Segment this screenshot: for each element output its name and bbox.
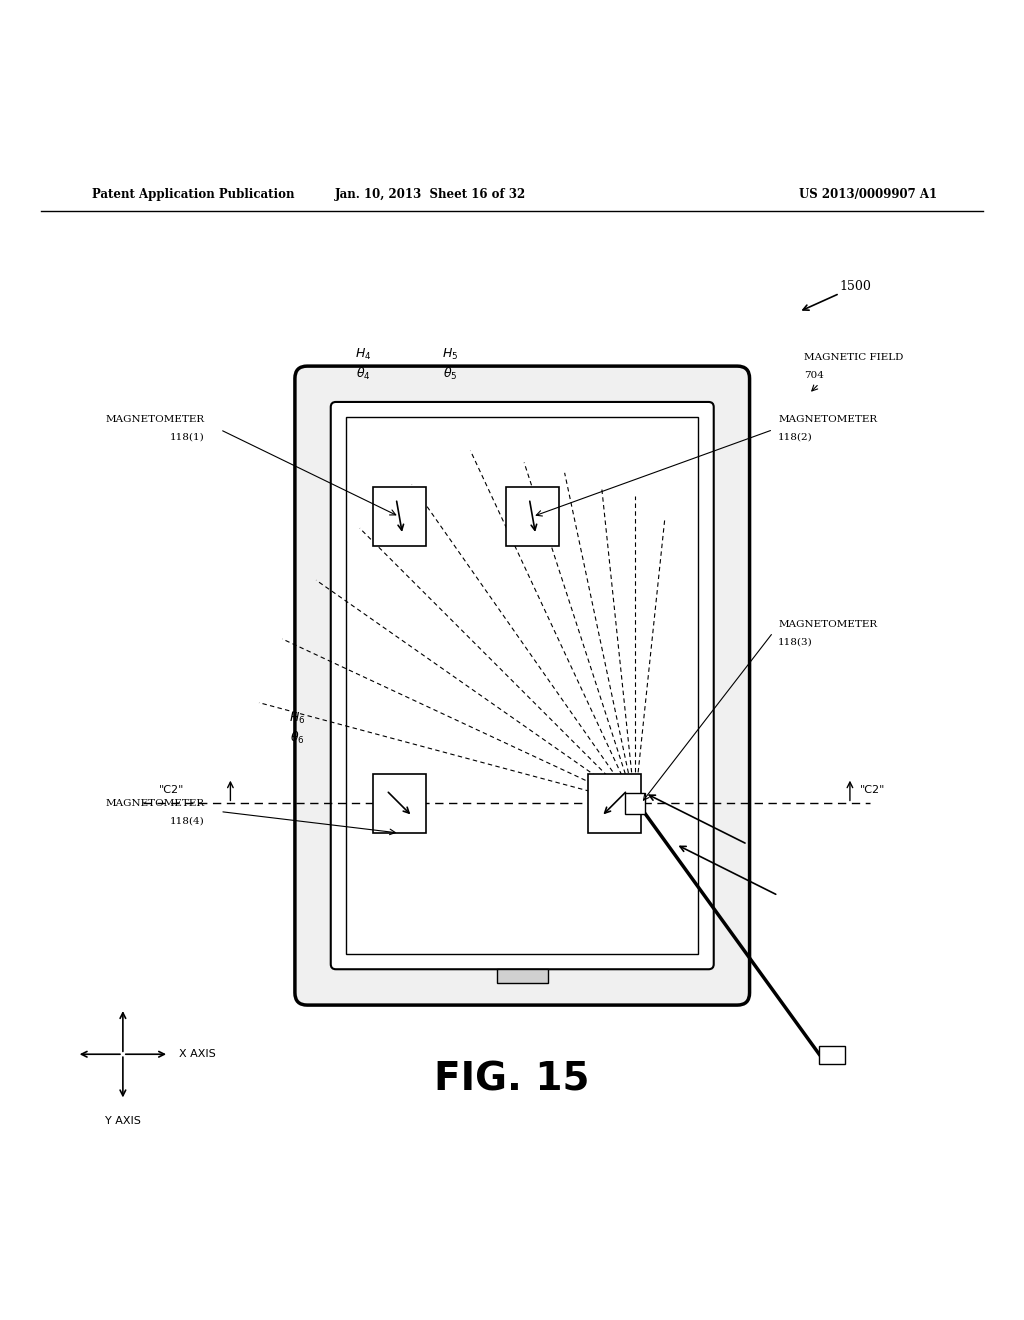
Text: Jan. 10, 2013  Sheet 16 of 32: Jan. 10, 2013 Sheet 16 of 32 bbox=[335, 187, 525, 201]
Text: $\theta_7$: $\theta_7$ bbox=[433, 812, 447, 828]
FancyBboxPatch shape bbox=[295, 366, 750, 1005]
Text: Y AXIS: Y AXIS bbox=[104, 1115, 141, 1126]
Text: $H_4$: $H_4$ bbox=[355, 347, 372, 362]
Text: $\theta_6$: $\theta_6$ bbox=[290, 730, 304, 746]
Text: "C2": "C2" bbox=[159, 785, 184, 795]
Text: MAGNETOMETER: MAGNETOMETER bbox=[778, 414, 878, 424]
Text: MAGNETOMETER: MAGNETOMETER bbox=[105, 414, 205, 424]
Text: 118(1): 118(1) bbox=[170, 432, 205, 441]
Bar bbox=[506, 487, 559, 546]
Text: $H_7$: $H_7$ bbox=[432, 792, 449, 808]
Text: 704: 704 bbox=[804, 371, 823, 380]
Text: Patent Application Publication: Patent Application Publication bbox=[92, 187, 295, 201]
Text: $\theta_4$: $\theta_4$ bbox=[356, 367, 371, 383]
Text: $H_5$: $H_5$ bbox=[442, 347, 459, 362]
Text: 1500: 1500 bbox=[840, 280, 871, 293]
Text: X AXIS: X AXIS bbox=[179, 1049, 216, 1059]
FancyBboxPatch shape bbox=[331, 403, 714, 969]
Text: 118(2): 118(2) bbox=[778, 432, 813, 441]
Text: $\theta_5$: $\theta_5$ bbox=[443, 367, 458, 383]
Text: $H_6$: $H_6$ bbox=[289, 710, 305, 726]
Bar bbox=[819, 1045, 845, 1064]
Text: 118(3): 118(3) bbox=[778, 638, 813, 645]
Text: FIG. 15: FIG. 15 bbox=[434, 1061, 590, 1098]
Text: "C2": "C2" bbox=[860, 785, 886, 795]
Bar bbox=[497, 969, 548, 982]
Bar bbox=[373, 487, 426, 546]
Text: MAGNETIC FIELD: MAGNETIC FIELD bbox=[804, 354, 903, 363]
Bar bbox=[373, 774, 426, 833]
Text: US 2013/0009907 A1: US 2013/0009907 A1 bbox=[799, 187, 937, 201]
Text: 118(4): 118(4) bbox=[170, 816, 205, 825]
Bar bbox=[625, 793, 645, 813]
Bar bbox=[588, 774, 641, 833]
Bar bbox=[346, 417, 698, 954]
Text: MAGNETOMETER: MAGNETOMETER bbox=[778, 619, 878, 628]
Text: MAGNETOMETER: MAGNETOMETER bbox=[105, 799, 205, 808]
